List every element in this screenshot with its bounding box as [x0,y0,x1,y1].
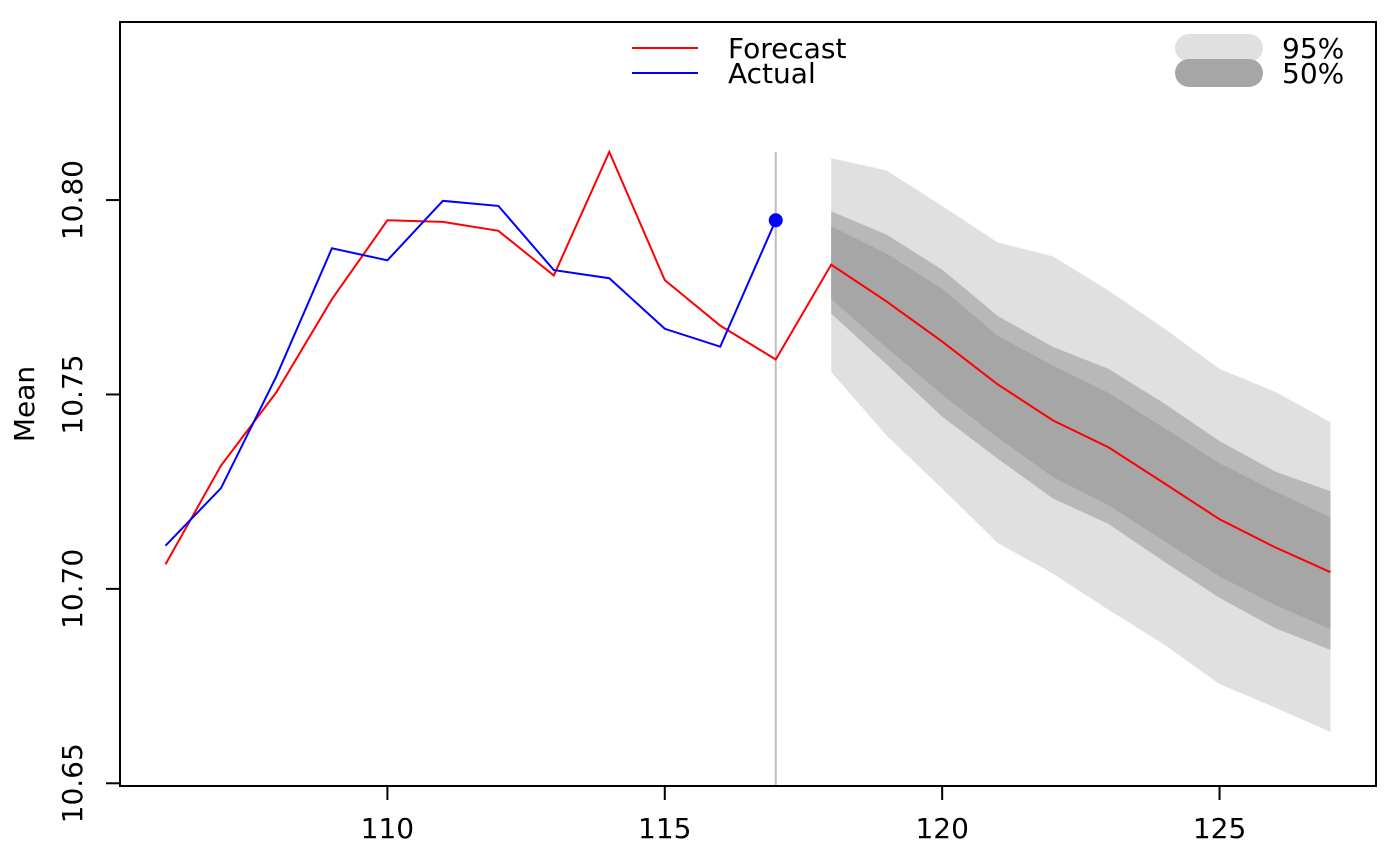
band-legend: 95%50% [1175,32,1344,90]
series-lines [164,149,1331,786]
y-tick-label: 10.80 [56,160,89,240]
x-tick-label: 120 [915,812,968,845]
series-line-actual [164,199,777,547]
y-axis-label: Mean [8,366,41,442]
series-line-forecast [164,149,1331,574]
legend-label-forecast: Forecast [728,32,847,65]
x-tick-label: 125 [1193,812,1246,845]
y-axis: 10.65 10.70 10.75 10.80 [56,160,121,823]
y-tick-label: 10.75 [56,354,89,434]
band-50pct [831,226,1331,630]
x-tick-label: 115 [638,812,691,845]
y-tick-label: 10.70 [56,549,89,629]
legend-band-label: 50% [1282,57,1344,90]
y-tick-label: 10.65 [56,743,89,823]
x-tick-label: 110 [361,812,414,845]
legend-label-actual: Actual [728,57,816,90]
plot-frame [119,21,1377,787]
actual-last-point [768,213,783,228]
confidence-bands [831,158,1331,732]
legend-band-label: 95% [1282,32,1344,65]
